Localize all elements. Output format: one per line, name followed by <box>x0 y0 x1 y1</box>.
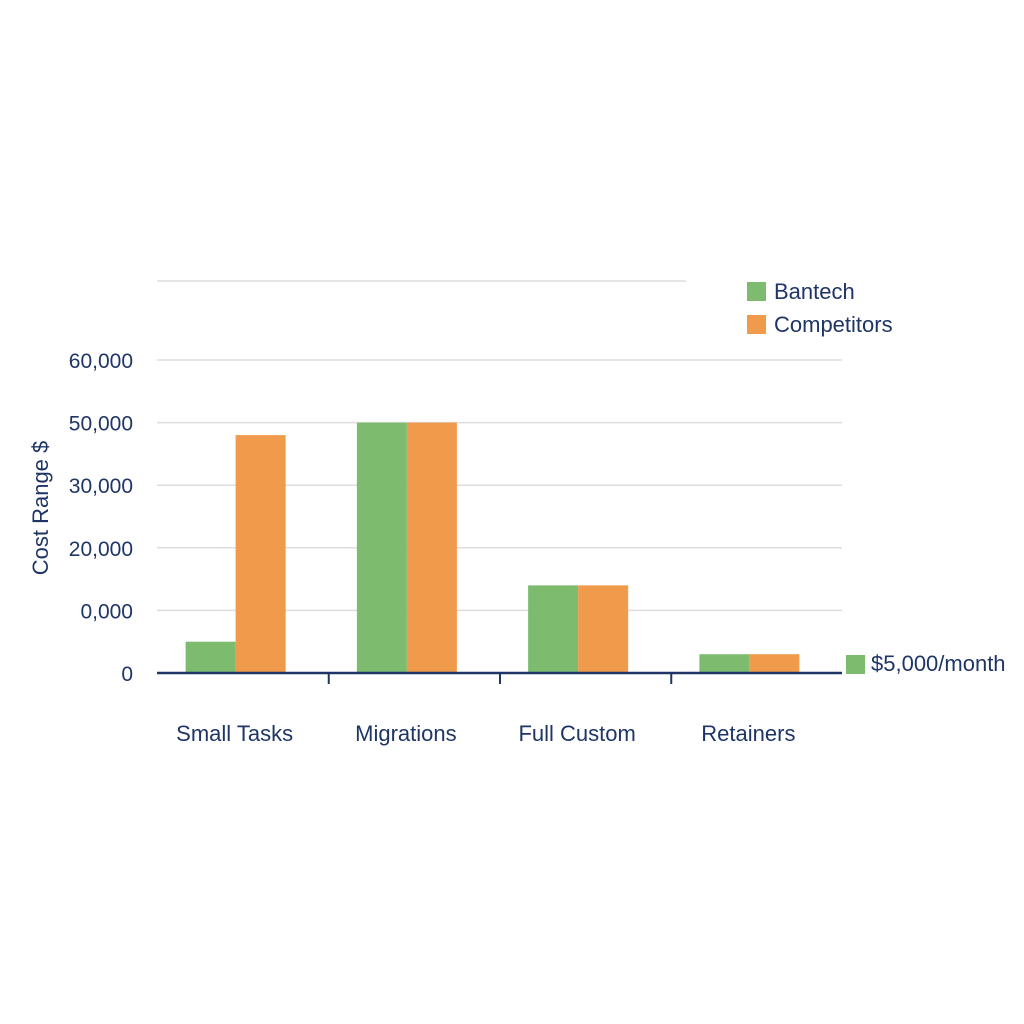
bars <box>185 422 800 673</box>
y-tick-label: 0 <box>121 663 133 686</box>
y-axis-label: Cost Range $ <box>28 441 53 576</box>
x-axis <box>157 671 842 684</box>
legend-swatch <box>747 282 766 301</box>
legend-label: Competitors <box>774 312 893 337</box>
bar-bantech-retainers <box>699 654 750 673</box>
bar-bantech-migrations <box>356 422 407 673</box>
annotation-label: $5,000/month <box>871 651 1006 676</box>
legend-label: Bantech <box>774 279 855 304</box>
y-tick-label: 60,000 <box>69 350 133 373</box>
x-category-label: Retainers <box>701 721 795 746</box>
bar-bantech-small-tasks <box>185 641 236 673</box>
y-tick-label: 30,000 <box>69 475 133 498</box>
annotation: $5,000/month <box>846 651 1006 676</box>
legend: Bantech Competitors <box>747 279 893 337</box>
x-category-label: Full Custom <box>518 721 635 746</box>
y-tick-label: 0,000 <box>80 600 133 623</box>
y-tick-label: 20,000 <box>69 538 133 561</box>
bar-competitors-migrations <box>406 422 457 673</box>
x-category-label: Migrations <box>355 721 456 746</box>
x-axis-categories: Small Tasks Migrations Full Custom Retainer… <box>176 721 795 746</box>
legend-swatch <box>747 315 766 334</box>
bar-competitors-full-custom <box>578 585 629 673</box>
y-axis-ticks: 0 0,000 20,000 30,000 50,000 60,000 <box>69 350 133 686</box>
bar-bantech-full-custom <box>528 585 579 673</box>
bar-competitors-retainers <box>749 654 800 673</box>
x-category-label: Small Tasks <box>176 721 293 746</box>
bar-competitors-small-tasks <box>235 435 286 673</box>
y-tick-label: 50,000 <box>69 413 133 436</box>
annotation-swatch <box>846 655 865 674</box>
